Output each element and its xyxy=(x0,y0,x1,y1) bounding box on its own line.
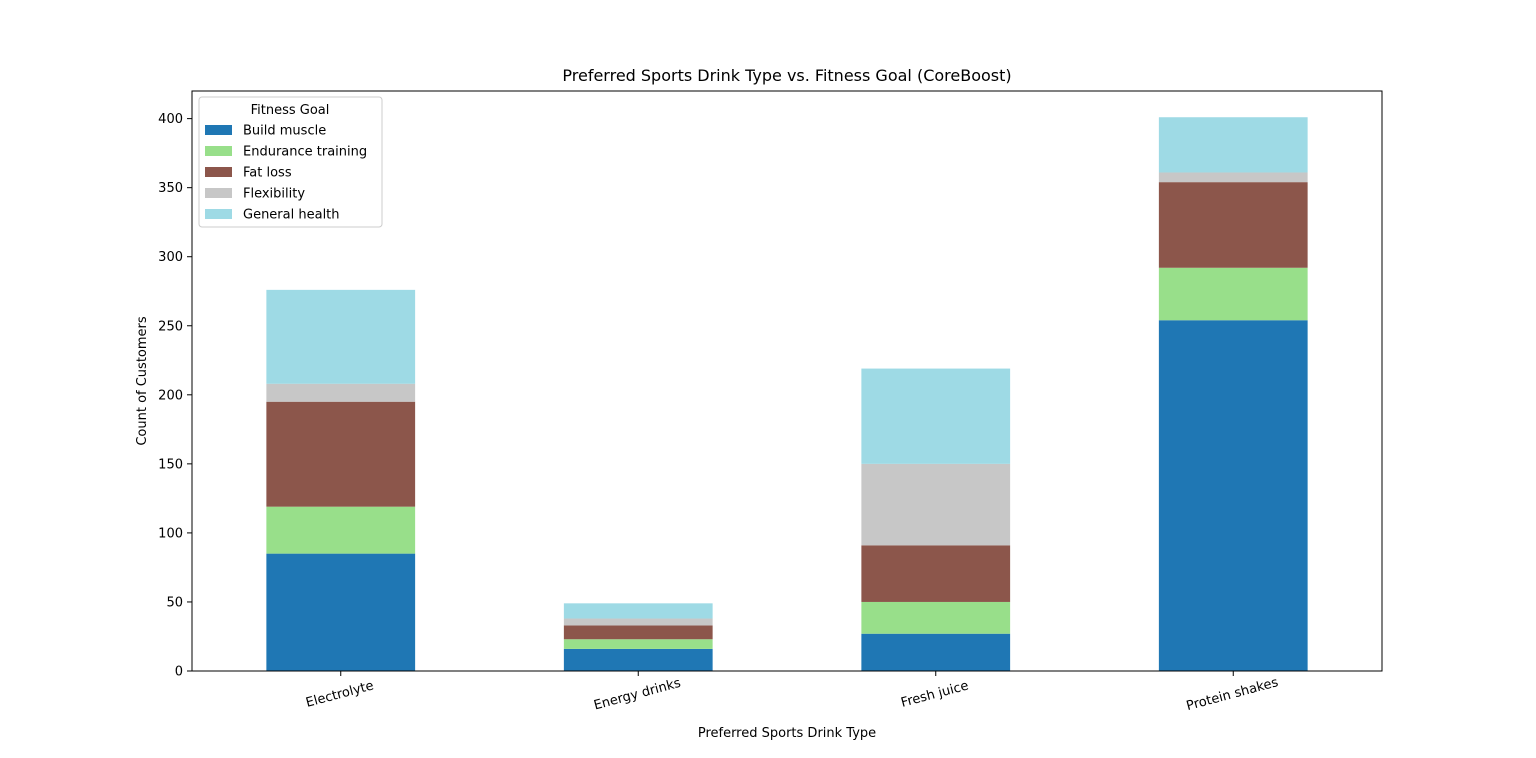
bar-segment xyxy=(563,625,713,640)
legend-items: Build muscle Endurance training Fat loss Fl… xyxy=(205,124,367,223)
legend-title: Fitness Goal xyxy=(251,103,330,118)
y-tick-label: 250 xyxy=(158,319,183,334)
chart-title: Preferred Sports Drink Type vs. Fitness … xyxy=(562,66,1011,85)
bar-segment xyxy=(266,383,416,402)
bar-segment xyxy=(563,648,713,671)
bar-segment xyxy=(861,633,1011,671)
bar-segment xyxy=(1158,320,1308,671)
y-tick-label: 150 xyxy=(158,457,183,472)
bar-segment xyxy=(1158,267,1308,321)
legend-label: General health xyxy=(243,208,340,223)
plot-area xyxy=(266,117,1308,671)
bar-segment xyxy=(266,506,416,554)
y-tick-label: 400 xyxy=(158,112,183,127)
x-tick-label: Energy drinks xyxy=(592,676,682,714)
y-tick-label: 0 xyxy=(175,665,183,680)
legend-label: Flexibility xyxy=(243,187,305,202)
legend-swatch xyxy=(205,146,232,156)
y-tick-label: 350 xyxy=(158,181,183,196)
legend: Fitness Goal Build muscle Endurance train… xyxy=(198,96,383,228)
bar-segment xyxy=(1158,182,1308,268)
legend-box xyxy=(198,96,383,228)
x-tick-label: Fresh juice xyxy=(899,678,970,710)
legend-swatch xyxy=(205,188,232,198)
bar-segment xyxy=(266,289,416,384)
bar-segment xyxy=(563,618,713,626)
x-axis-ticks: Electrolyte Energy drinks Fresh juice Prote… xyxy=(304,671,1280,714)
y-tick-label: 50 xyxy=(166,595,183,610)
plot-frame xyxy=(191,90,1383,672)
bar-segment xyxy=(266,553,416,671)
x-axis-label: Preferred Sports Drink Type xyxy=(698,726,876,741)
bar-segment xyxy=(861,368,1011,464)
bar-segment xyxy=(1158,172,1308,183)
legend-label: Fat loss xyxy=(243,166,292,181)
legend-swatch xyxy=(205,167,232,177)
legend-swatch xyxy=(205,125,232,135)
y-tick-label: 300 xyxy=(158,250,183,265)
bar-segment xyxy=(266,401,416,507)
bar-segment xyxy=(563,603,713,619)
y-axis-ticks: 0 50 100 150 200 250 300 350 400 xyxy=(158,112,192,680)
bar-segment xyxy=(563,639,713,649)
y-axis-label: Count of Customers xyxy=(135,316,150,446)
legend-label: Endurance training xyxy=(243,145,367,160)
bar-segment xyxy=(861,545,1011,602)
bar-segment xyxy=(1158,117,1308,173)
x-tick-label: Electrolyte xyxy=(304,678,375,710)
y-tick-label: 200 xyxy=(158,388,183,403)
y-tick-label: 100 xyxy=(158,526,183,541)
legend-label: Build muscle xyxy=(243,124,326,139)
bar-segment xyxy=(861,601,1011,634)
bar-segment xyxy=(861,463,1011,546)
x-tick-label: Protein shakes xyxy=(1185,675,1280,714)
legend-swatch xyxy=(205,209,232,219)
